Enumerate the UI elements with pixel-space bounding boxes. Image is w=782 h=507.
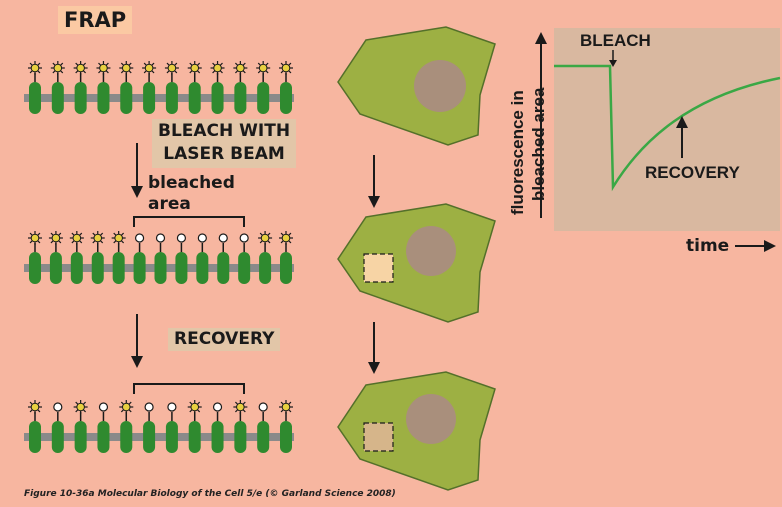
bleached-protein: [97, 402, 110, 453]
fluorescent-protein: [111, 231, 126, 284]
graph-panel: [554, 28, 780, 231]
fluorescent-protein: [258, 231, 273, 284]
graph-ylabel-line2: bleached area: [529, 87, 548, 201]
x-axis-arrow-icon: [735, 240, 776, 252]
bleach-arrow-icon: [609, 50, 617, 67]
arrow-down-icon: [131, 143, 143, 198]
fluorescent-protein: [73, 400, 88, 453]
membrane-row-3: [24, 433, 294, 441]
bleach-step-line1: BLEACH WITH: [158, 121, 291, 141]
fluorescent-protein: [187, 400, 202, 453]
recovery-arrow-icon: [676, 116, 688, 158]
bleached-area-line2: area: [148, 194, 191, 214]
bleached-protein: [51, 402, 64, 453]
recovery-step-label: RECOVERY: [168, 328, 281, 351]
fluorescent-protein: [48, 231, 63, 284]
bleached-protein: [143, 402, 156, 453]
arrow-down-icon: [368, 322, 380, 374]
bleached-protein: [196, 233, 209, 284]
bleached-area-line1: bleached: [148, 173, 235, 193]
fluorescent-protein: [73, 61, 88, 114]
cell-before-bleach: [337, 26, 496, 146]
fluorescent-protein: [164, 61, 179, 114]
fluorescent-protein: [256, 61, 271, 114]
bleach-step-line2: LASER BEAM: [163, 144, 285, 164]
fluorescent-protein: [50, 61, 65, 114]
fluorescent-protein: [28, 61, 42, 114]
bleached-area-bracket-2: [133, 383, 245, 394]
bleached-area-label: bleached area: [148, 173, 235, 215]
bleached-area-bracket-1: [133, 216, 245, 227]
bleached-square: [363, 253, 394, 283]
fluorescent-protein: [119, 400, 134, 453]
graph-ylabel-line1: fluorescence in: [508, 90, 527, 215]
bleached-protein: [154, 233, 167, 284]
bleached-protein: [175, 233, 188, 284]
fluorescent-protein: [187, 61, 202, 114]
fluorescent-protein: [279, 400, 293, 453]
fluorescent-protein: [69, 231, 84, 284]
fluorescent-protein: [142, 61, 157, 114]
cell-after-recovery: [337, 371, 496, 491]
fluorescent-protein: [90, 231, 105, 284]
arrow-down-icon: [368, 155, 380, 208]
bleached-protein: [217, 233, 230, 284]
bleached-protein: [133, 233, 146, 284]
fluorescent-protein: [96, 61, 111, 114]
membrane-row-1: [24, 94, 294, 102]
figure-title: FRAP: [58, 6, 133, 34]
y-axis-arrow-icon: [535, 32, 547, 218]
fluorescent-protein: [28, 231, 42, 284]
protein-row-1: [28, 61, 293, 114]
fluorescent-protein: [119, 61, 134, 114]
fluorescent-protein: [233, 61, 248, 114]
cell-after-bleach: [337, 203, 496, 323]
graph-bleach-label: BLEACH: [580, 31, 651, 50]
bleached-protein: [257, 402, 270, 453]
recovering-square: [363, 422, 394, 452]
fluorescent-protein: [28, 400, 42, 453]
protein-row-2: [28, 231, 293, 284]
bleached-protein: [211, 402, 224, 453]
bleached-protein: [238, 233, 251, 284]
figure-caption: Figure 10-36a Molecular Biology of the C…: [24, 489, 396, 499]
fluorescent-protein: [210, 61, 225, 114]
fluorescent-protein: [279, 61, 293, 114]
bleached-protein: [165, 402, 178, 453]
fluorescence-curve: [554, 64, 781, 192]
arrow-down-icon: [131, 314, 143, 368]
bleach-step-label: BLEACH WITH LASER BEAM: [152, 119, 297, 168]
graph-x-axis-label: time: [686, 236, 730, 256]
fluorescent-protein: [233, 400, 248, 453]
fluorescent-protein: [279, 231, 293, 284]
graph-recovery-label: RECOVERY: [645, 163, 740, 182]
graph-y-axis-label: fluorescence in bleached area: [508, 87, 548, 215]
protein-row-3: [28, 400, 293, 453]
